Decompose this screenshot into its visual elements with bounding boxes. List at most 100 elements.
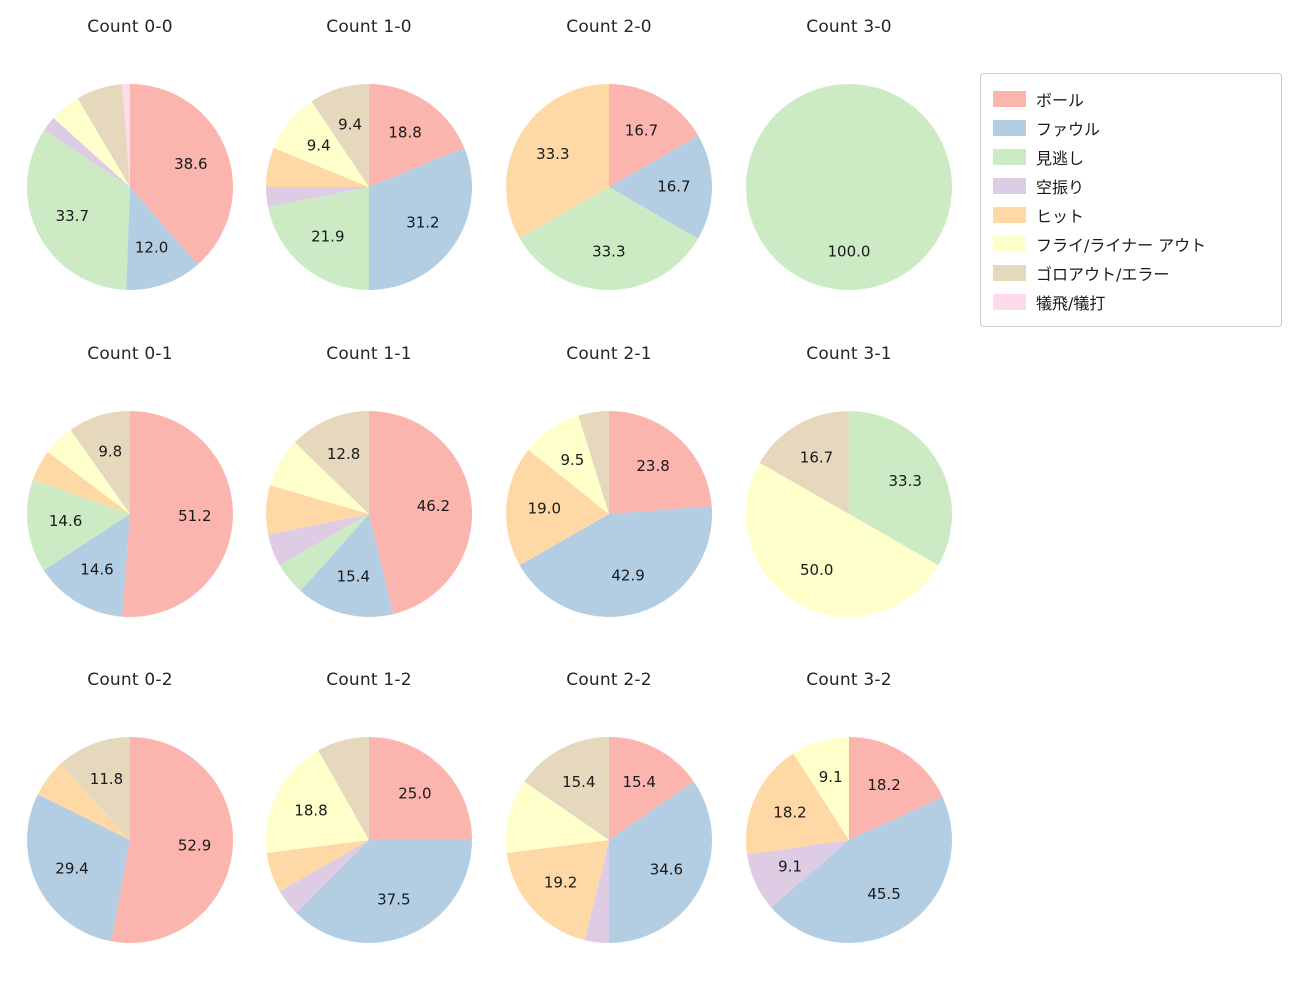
pie-slice-label: 23.8	[636, 457, 669, 475]
pie-slice	[746, 84, 952, 290]
subplot-count-2-0: Count 2-0 16.7 16.7 33.3 33.3	[499, 14, 719, 293]
pie-slice	[519, 506, 713, 618]
pie-slice-label: 9.5	[560, 451, 584, 469]
pie-slice-label: 16.7	[800, 448, 833, 466]
pie-chart: 25.0 37.5 18.8	[265, 737, 472, 943]
pie-slice	[126, 187, 198, 291]
pie-slice	[37, 764, 130, 840]
pie-slice-label: 9.4	[307, 137, 331, 155]
pie-slice	[122, 411, 233, 617]
subplot-count-1-2: Count 1-2 25.0 37.5 18.8	[259, 667, 479, 946]
subplot-count-3-1: Count 3-1 33.3 50.0 16.7	[739, 341, 959, 620]
subplot-title: Count 1-0	[326, 17, 412, 37]
pie-slice	[279, 514, 369, 591]
pie-slice	[505, 781, 609, 853]
pie-slice-label: 18.8	[294, 801, 327, 819]
subplot-count-1-1: Count 1-1 46.2 15.4 12.8	[259, 341, 479, 620]
pie-slice-label: 18.8	[388, 124, 421, 142]
pie-slice-label: 11.8	[90, 770, 123, 788]
pie-slice-label: 15.4	[562, 773, 595, 791]
pie-slice	[524, 737, 609, 840]
pie-slice	[578, 411, 609, 514]
pie-slice	[53, 98, 130, 187]
pie-slice-label: 42.9	[611, 567, 644, 585]
legend-item: 空振り	[993, 171, 1269, 200]
pie-slice-label: 46.2	[417, 497, 450, 515]
pie-slice	[771, 797, 952, 943]
pie-chart: 46.2 15.4 12.8	[265, 411, 473, 618]
legend-label: 空振り	[1036, 177, 1085, 197]
pie-slice	[746, 462, 939, 617]
legend-item: 見逃し	[993, 142, 1269, 171]
pie-slice-label: 38.6	[174, 155, 207, 173]
pie-slice	[26, 479, 131, 571]
subplot-title: Count 2-2	[566, 670, 652, 690]
legend-item: 犠飛/犠打	[993, 287, 1269, 316]
legend-item: ゴロアウト/エラー	[993, 258, 1269, 287]
pie-slice	[519, 187, 698, 290]
legend-item: ボール	[993, 84, 1269, 113]
pie-slice-label: 37.5	[377, 891, 410, 909]
pie-slice-label: 9.8	[98, 443, 122, 461]
subplot-count-0-1: Count 0-1 51.2 14.6 14.6 9.8	[20, 341, 240, 620]
pie-slice-label: 45.5	[867, 885, 900, 903]
pie-slice	[369, 411, 473, 615]
subplot-count-1-0: Count 1-0 18.8 31.2 21.9 9.4 9.4	[259, 14, 479, 293]
pie-slice-label: 12.8	[327, 445, 360, 463]
pie-slice	[44, 117, 131, 187]
pie-slice	[266, 187, 369, 207]
subplot-title: Count 1-1	[326, 344, 412, 364]
subplot-title: Count 0-1	[87, 344, 173, 364]
pie-slice-label: 9.4	[338, 115, 362, 133]
pie-slice	[296, 840, 472, 943]
pie-chart: 18.2 45.5 9.1 18.2 9.1	[746, 737, 952, 943]
subplot-count-2-2: Count 2-2 15.4 34.6 19.2 15.4	[499, 667, 719, 946]
pie-slice-label: 50.0	[800, 561, 833, 579]
pie-slice-label: 33.3	[888, 472, 921, 490]
subplot-title: Count 1-2	[326, 670, 412, 690]
pie-slice-label: 21.9	[311, 228, 344, 246]
pie-slice-label: 9.1	[819, 768, 843, 786]
pie-slice-label: 16.7	[657, 178, 690, 196]
pie-slice	[506, 840, 609, 941]
pie-slice	[279, 840, 369, 913]
pie-slice	[270, 442, 369, 514]
legend-swatch	[993, 235, 1026, 252]
pie-chart: 18.8 31.2 21.9 9.4 9.4	[266, 84, 472, 290]
pie-slice	[60, 737, 130, 840]
pie-slice	[759, 411, 849, 514]
legend-label: ゴロアウト/エラー	[1036, 264, 1170, 284]
subplot-title: Count 3-0	[806, 17, 892, 37]
pie-slice	[294, 411, 369, 514]
pie-chart: 16.7 16.7 33.3 33.3	[506, 84, 712, 290]
pie-slice-label: 14.6	[49, 512, 82, 530]
pie-slice	[268, 514, 369, 566]
pie-slice	[77, 84, 130, 187]
subplot-count-0-2: Count 0-2 52.9 29.4 11.8	[20, 667, 240, 946]
pie-slice	[609, 84, 699, 187]
subplot-title: Count 2-0	[566, 17, 652, 37]
pie-slice	[793, 737, 849, 840]
pie-slice	[747, 840, 849, 908]
pie-slice	[369, 737, 472, 840]
pie-slice	[505, 449, 609, 566]
pie-slice	[849, 737, 943, 840]
legend-label: ヒット	[1036, 206, 1085, 226]
pie-slice-label: 18.2	[867, 776, 900, 794]
pie-slice	[506, 84, 609, 239]
pie-chart: 38.6 12.0 33.7	[26, 83, 234, 291]
legend-label: ファウル	[1036, 119, 1101, 139]
legend-swatch	[993, 177, 1026, 194]
subplot-count-3-0: Count 3-0 100.0	[739, 14, 959, 293]
legend-swatch	[993, 264, 1026, 281]
legend-swatch	[993, 206, 1026, 223]
pie-slice-label: 52.9	[178, 836, 211, 854]
pie-slice	[130, 84, 234, 265]
pie-slice-label: 100.0	[828, 242, 871, 260]
pie-slice	[266, 147, 369, 187]
pie-slice-label: 12.0	[135, 239, 168, 257]
pie-slice-label: 18.2	[773, 804, 806, 822]
pie-slice-label: 34.6	[650, 861, 683, 879]
legend-swatch	[993, 148, 1026, 165]
pie-slice	[849, 411, 952, 566]
